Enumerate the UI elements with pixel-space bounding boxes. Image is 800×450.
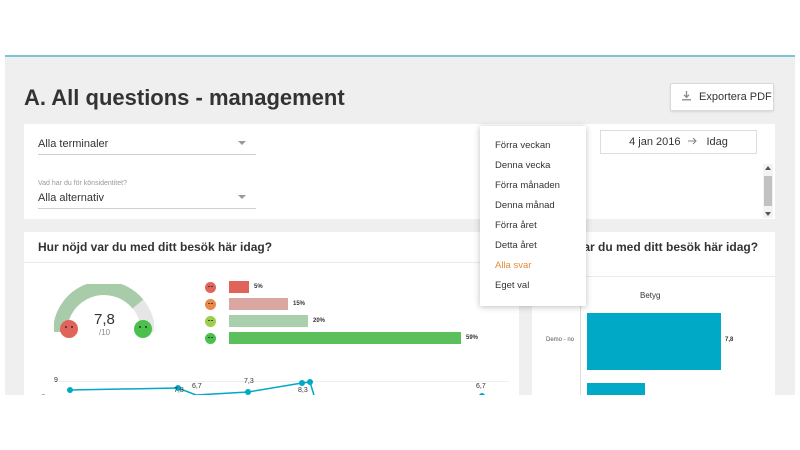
card-divider bbox=[532, 276, 775, 277]
trend-point-label: 6,7 bbox=[192, 383, 202, 390]
period-option[interactable]: Detta året bbox=[495, 240, 537, 251]
scroll-down-icon[interactable] bbox=[765, 212, 771, 216]
card-divider bbox=[24, 262, 519, 263]
gauge-value: 7,8 bbox=[94, 311, 115, 328]
date-range-end: Idag bbox=[706, 136, 728, 148]
scrollbar-thumb[interactable] bbox=[764, 176, 772, 206]
trend-point-label: 6,7 bbox=[476, 383, 486, 390]
trend-axis-tick: 8 bbox=[42, 394, 45, 395]
gauge-max-label: /10 bbox=[99, 328, 111, 337]
distribution-bar bbox=[229, 298, 288, 310]
distribution-bar bbox=[229, 315, 308, 327]
filter-panel: Alla terminaler Vad har du för könsident… bbox=[24, 124, 775, 219]
gender-select[interactable]: Alla alternativ bbox=[38, 187, 256, 209]
distribution-pct-label: 59% bbox=[466, 335, 479, 341]
rating-face-icon bbox=[205, 282, 216, 293]
trend-line-chart bbox=[67, 379, 485, 395]
trend-point-label: 7,3 bbox=[244, 378, 254, 385]
rating-face-icon bbox=[205, 333, 216, 344]
card-title: Hur nöjd var du med ditt besök här idag? bbox=[38, 240, 273, 254]
chart-bar bbox=[587, 383, 645, 395]
scrollbar[interactable] bbox=[763, 164, 773, 218]
terminal-select-value: Alla terminaler bbox=[38, 137, 109, 150]
card-title: d var du med ditt besök här idag? bbox=[566, 240, 759, 254]
chart-bar bbox=[587, 313, 721, 370]
satisfaction-gauge bbox=[54, 284, 154, 333]
period-option[interactable]: Denna månad bbox=[495, 200, 555, 211]
satisfaction-card: Hur nöjd var du med ditt besök här idag?… bbox=[24, 232, 519, 395]
bar-value-label: 7,8 bbox=[725, 337, 734, 343]
rating-face-icon bbox=[205, 299, 216, 310]
app-window: A. All questions - management Exportera … bbox=[5, 55, 795, 395]
period-option[interactable]: Förra veckan bbox=[495, 140, 551, 151]
export-pdf-label: Exportera PDF bbox=[699, 91, 772, 103]
bar-category-label: Demo - no bbox=[546, 337, 575, 343]
chevron-down-icon bbox=[238, 141, 246, 145]
period-option[interactable]: Denna vecka bbox=[495, 160, 551, 171]
trend-point-label: 8,3 bbox=[298, 387, 308, 394]
trend-point-label: 7,8 bbox=[174, 387, 184, 394]
page-title: A. All questions - management bbox=[24, 85, 345, 110]
download-icon bbox=[681, 90, 692, 104]
gender-filter-label: Vad har du för könsidentitet? bbox=[38, 180, 127, 187]
distribution-bar bbox=[229, 332, 461, 344]
period-option[interactable]: Förra året bbox=[495, 220, 537, 231]
trend-axis-tick: 9 bbox=[54, 377, 58, 384]
distribution-bar bbox=[229, 281, 249, 293]
happy-face-icon bbox=[134, 320, 152, 338]
arrow-right-icon bbox=[688, 136, 698, 148]
distribution-pct-label: 5% bbox=[254, 284, 263, 290]
date-range-start: 4 jan 2016 bbox=[629, 136, 681, 148]
period-option[interactable]: Eget val bbox=[495, 280, 530, 291]
export-pdf-button[interactable]: Exportera PDF bbox=[670, 83, 774, 111]
terminal-select[interactable]: Alla terminaler bbox=[38, 133, 256, 155]
distribution-pct-label: 15% bbox=[293, 301, 306, 307]
chevron-down-icon bbox=[238, 195, 246, 199]
sad-face-icon bbox=[60, 320, 78, 338]
chart-axis bbox=[580, 303, 581, 395]
period-option[interactable]: Förra månaden bbox=[495, 180, 560, 191]
distribution-pct-label: 20% bbox=[313, 318, 326, 324]
trend-gridline bbox=[54, 381, 509, 382]
rating-face-icon bbox=[205, 316, 216, 327]
period-option[interactable]: Alla svar bbox=[495, 260, 532, 271]
gender-select-value: Alla alternativ bbox=[38, 191, 105, 204]
scroll-up-icon[interactable] bbox=[765, 166, 771, 170]
period-dropdown-menu: Förra veckan Denna vecka Förra månaden Denn… bbox=[480, 126, 586, 306]
chart-title: Betyg bbox=[640, 291, 661, 300]
date-range-picker[interactable]: 4 jan 2016 Idag bbox=[600, 130, 757, 154]
